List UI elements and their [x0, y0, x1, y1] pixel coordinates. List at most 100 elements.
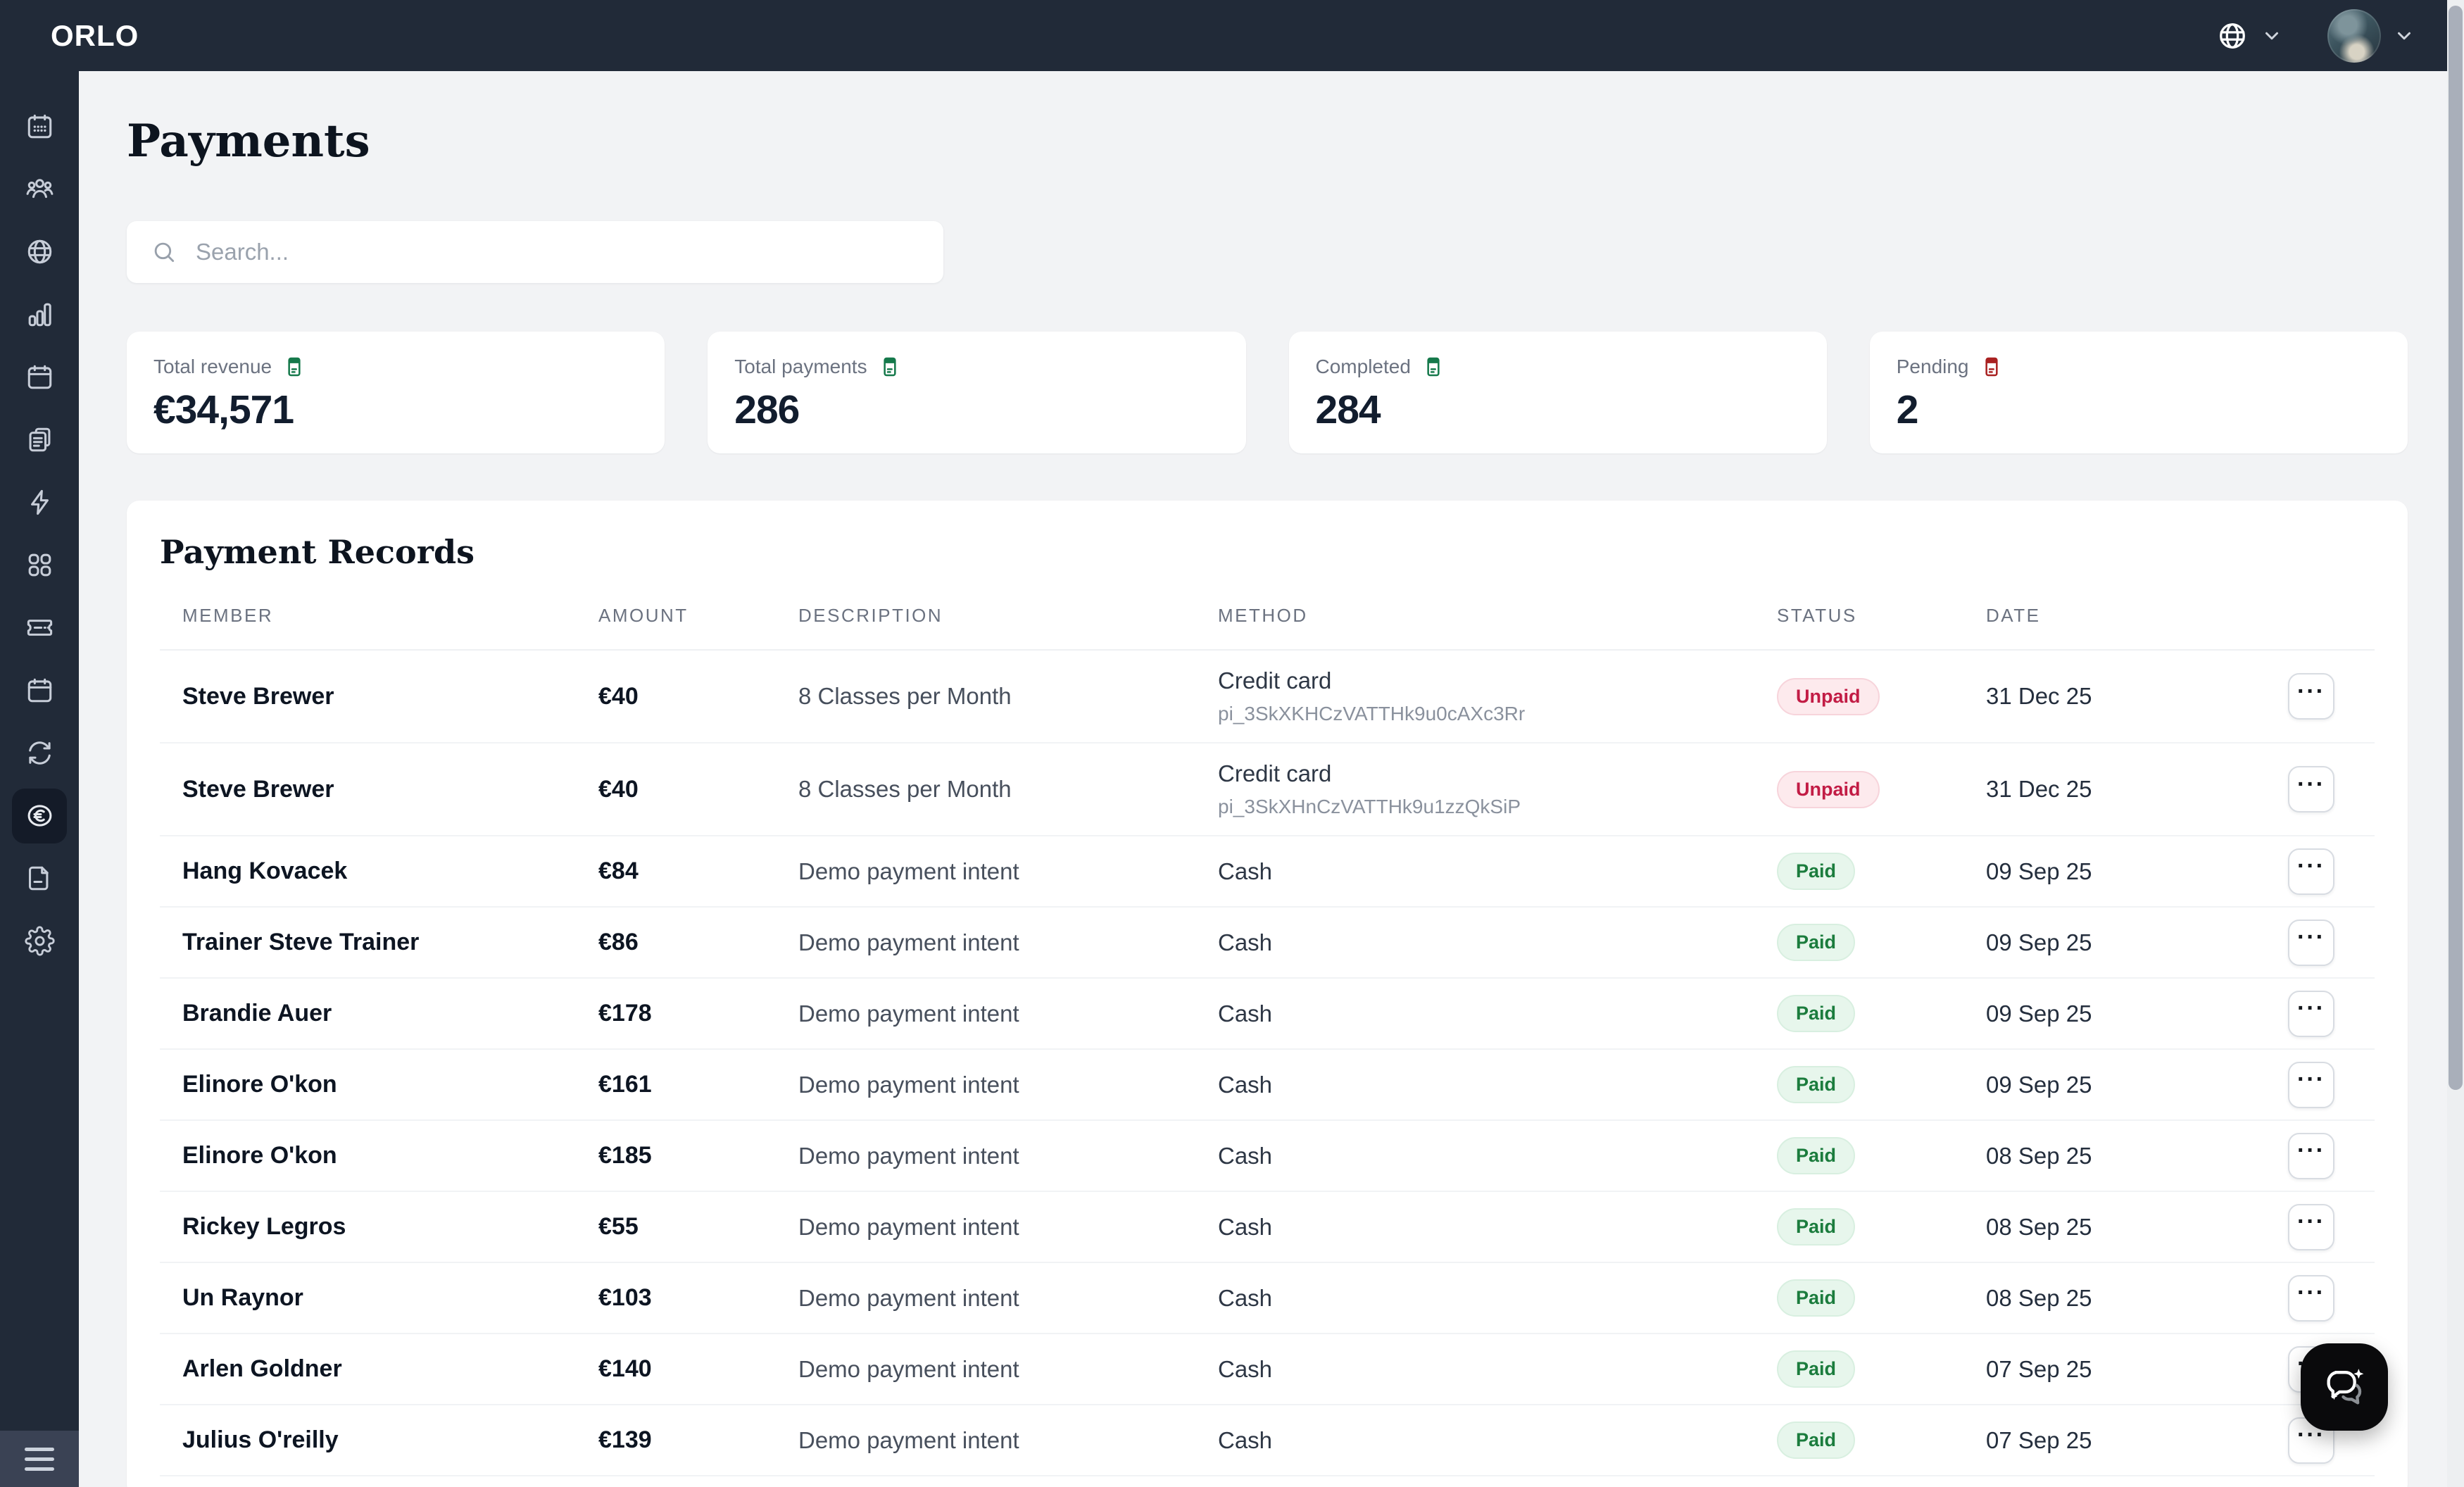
- stat-label: Pending: [1896, 356, 1969, 377]
- row-actions-button[interactable]: ···: [2288, 990, 2334, 1037]
- status-badge: Unpaid: [1777, 770, 1880, 808]
- avatar: [2327, 8, 2381, 63]
- cell-amount: €103: [598, 1284, 652, 1311]
- main-content: Payments Total revenue €34,571 Total pay…: [79, 71, 2464, 1487]
- user-menu-button[interactable]: [2327, 8, 2415, 63]
- cell-status: Paid: [1777, 853, 1986, 890]
- sidebar-item-plans[interactable]: [12, 408, 67, 471]
- clipboard-icon: [29, 427, 50, 452]
- table-row: Brandie Auer €178 Demo payment intent Ca…: [160, 979, 2375, 1050]
- chat-assistant-button[interactable]: [2301, 1343, 2388, 1431]
- table-row: Un Raynor €103 Demo payment intent Cash …: [160, 1263, 2375, 1334]
- method-name: Cash: [1218, 858, 1273, 884]
- method-name: Cash: [1218, 929, 1273, 955]
- status-badge: Paid: [1777, 853, 1856, 890]
- cell-amount: €139: [598, 1426, 652, 1453]
- cell-date: 09 Sep 25: [1986, 1071, 2092, 1098]
- scrollbar-track: [2447, 0, 2464, 1487]
- stat-label: Total revenue: [153, 356, 272, 377]
- calendar-icon: [27, 365, 51, 389]
- cell-description: Demo payment intent: [798, 1071, 1019, 1098]
- sidebar-item-apps[interactable]: [12, 534, 67, 596]
- row-actions-button[interactable]: ···: [2288, 673, 2334, 720]
- cell-member: Brandie Auer: [182, 1000, 332, 1027]
- cell-status: Paid: [1777, 1350, 1986, 1388]
- row-actions-button[interactable]: ···: [2288, 1132, 2334, 1179]
- sidebar-item-bookings[interactable]: [12, 659, 67, 722]
- cell-date: 08 Sep 25: [1986, 1284, 2092, 1311]
- receipt-card-icon: [883, 357, 896, 377]
- cell-member: Hang Kovacek: [182, 858, 348, 884]
- sidebar-item-tickets[interactable]: [12, 596, 67, 659]
- cell-description: Demo payment intent: [798, 1000, 1019, 1027]
- method-name: Cash: [1218, 1355, 1273, 1382]
- cell-amount: €178: [598, 1000, 652, 1027]
- cell-description: Demo payment intent: [798, 1142, 1019, 1169]
- method-reference: pi_3SkXKHCzVATTHk9u0cAXc3Rr: [1218, 703, 1526, 724]
- cell-description: 8 Classes per Month: [798, 683, 1012, 709]
- cell-member: Arlen Goldner: [182, 1355, 342, 1382]
- table-row: Hang Kovacek €84 Demo payment intent Cas…: [160, 836, 2375, 908]
- cell-member: Steve Brewer: [182, 775, 334, 803]
- cell-status: Paid: [1777, 1422, 1986, 1459]
- cell-method: Cash: [1218, 1356, 1777, 1383]
- cell-date: 08 Sep 25: [1986, 1213, 2092, 1240]
- stat-card: Pending 2: [1869, 332, 2408, 453]
- sidebar-item-globe[interactable]: [12, 220, 67, 283]
- sidebar-item-payments[interactable]: [12, 788, 67, 843]
- topbar-actions: [2216, 0, 2415, 71]
- table-header: MEMBER AMOUNT DESCRIPTION METHOD STATUS DATE: [160, 605, 2375, 651]
- bar-chart-icon: [28, 303, 51, 327]
- table-row: Elinore O'kon €185 Demo payment intent C…: [160, 1121, 2375, 1192]
- status-badge: Paid: [1777, 1422, 1856, 1459]
- method-reference: pi_3SkXHnCzVATTHk9u1zzQkSiP: [1218, 796, 1521, 817]
- table-row: Trainer Steve Trainer €86 Demo payment i…: [160, 908, 2375, 979]
- cell-status: Unpaid: [1777, 770, 1986, 808]
- cell-method: Cash: [1218, 858, 1777, 885]
- stat-value: 2: [1896, 387, 1919, 432]
- top-bar: ORLO: [0, 0, 2464, 71]
- sync-icon: [28, 741, 51, 765]
- cell-method: Cash: [1218, 1143, 1777, 1169]
- cell-member: Trainer Steve Trainer: [182, 929, 420, 955]
- receipt-card-icon: [1985, 357, 1998, 377]
- sidebar-item-schedule[interactable]: [12, 95, 67, 158]
- status-badge: Paid: [1777, 1066, 1856, 1103]
- cell-method: Credit card pi_3SkXKHCzVATTHk9u0cAXc3Rr: [1218, 651, 1777, 742]
- row-actions-button[interactable]: ···: [2288, 1061, 2334, 1108]
- table-body: Steve Brewer €40 8 Classes per Month Cre…: [160, 651, 2375, 1476]
- column-header: DATE: [1986, 605, 2041, 626]
- table-row: Elinore O'kon €161 Demo payment intent C…: [160, 1050, 2375, 1121]
- row-actions-button[interactable]: ···: [2288, 1274, 2334, 1322]
- cell-member: Steve Brewer: [182, 682, 334, 710]
- row-actions-button[interactable]: ···: [2288, 848, 2334, 895]
- cell-status: Unpaid: [1777, 677, 1986, 715]
- language-menu-button[interactable]: [2216, 20, 2282, 52]
- sidebar-item-calendar[interactable]: [12, 346, 67, 408]
- sidebar-item-activity[interactable]: [12, 471, 67, 534]
- row-actions-button[interactable]: ···: [2288, 919, 2334, 966]
- scrollbar-thumb[interactable]: [2449, 6, 2463, 1090]
- sidebar-item-settings[interactable]: [12, 910, 67, 972]
- cell-description: Demo payment intent: [798, 1426, 1019, 1453]
- sidebar-item-members[interactable]: [12, 158, 67, 220]
- search-input[interactable]: [196, 239, 919, 265]
- sidebar-item-analytics[interactable]: [12, 283, 67, 346]
- stat-label: Total payments: [734, 356, 867, 377]
- row-actions-button[interactable]: ···: [2288, 1203, 2334, 1250]
- table-row: Steve Brewer €40 8 Classes per Month Cre…: [160, 651, 2375, 744]
- sidebar-item-sync[interactable]: [12, 722, 67, 784]
- cell-description: Demo payment intent: [798, 1213, 1019, 1240]
- cell-status: Paid: [1777, 1066, 1986, 1103]
- stat-value: 286: [734, 387, 800, 432]
- row-actions-button[interactable]: ···: [2288, 766, 2334, 812]
- sidebar-collapse-button[interactable]: [0, 1431, 79, 1487]
- table-row: Arlen Goldner €140 Demo payment intent C…: [160, 1334, 2375, 1405]
- cell-method: Credit card pi_3SkXHnCzVATTHk9u1zzQkSiP: [1218, 744, 1777, 835]
- cell-date: 07 Sep 25: [1986, 1355, 2092, 1382]
- cell-status: Paid: [1777, 995, 1986, 1032]
- hamburger-menu-icon: [25, 1447, 54, 1451]
- column-header: DESCRIPTION: [798, 605, 943, 626]
- method-name: Cash: [1218, 1142, 1273, 1169]
- sidebar-item-documents[interactable]: [12, 847, 67, 910]
